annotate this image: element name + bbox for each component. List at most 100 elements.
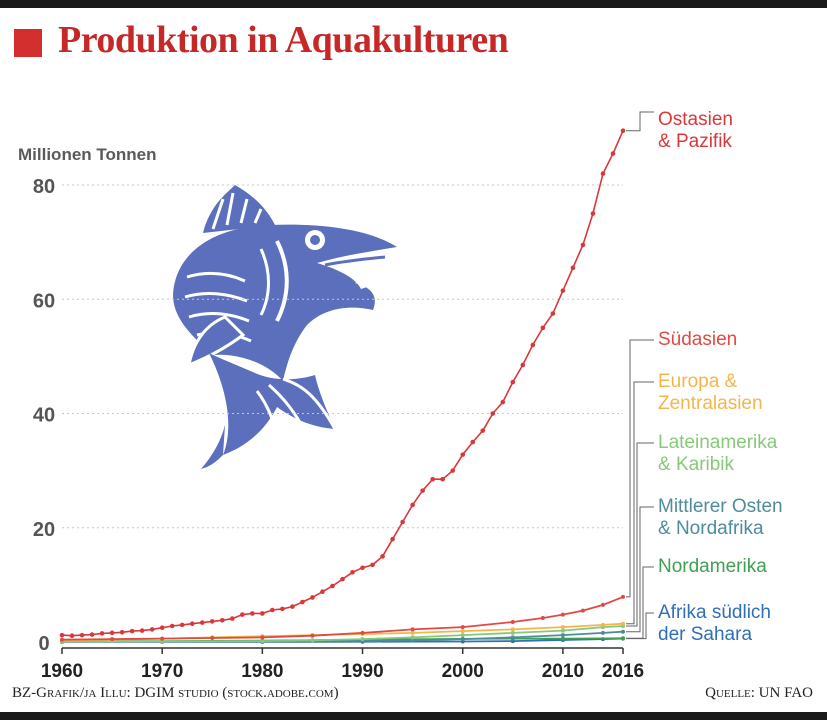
data-point-lateinamerika (510, 630, 515, 635)
data-point-ostasien (580, 242, 586, 248)
data-point-suedasien (580, 608, 585, 613)
data-point-ostasien (560, 288, 566, 293)
gridlines (62, 184, 623, 529)
data-point-ostasien (410, 502, 415, 508)
data-point-ostasien (380, 554, 385, 559)
title-square-marker (14, 29, 42, 57)
y-tick-label: 20 (33, 519, 55, 541)
data-point-lateinamerika (560, 628, 565, 633)
data-point-ostasien (310, 595, 315, 600)
legend-label-suedasien: Südasien (658, 329, 737, 350)
data-point-ostasien (59, 632, 65, 638)
data-point-ostasien (270, 607, 275, 613)
data-point-europa (510, 627, 515, 632)
data-point-ostasien (109, 630, 115, 636)
data-point-suedasien (110, 637, 115, 642)
data-point-suedasien (160, 636, 165, 641)
y-tick-label: 60 (33, 290, 55, 312)
x-tick-label: 2010 (542, 661, 584, 682)
data-point-lateinamerika (310, 638, 315, 643)
x-tick-label: 2016 (602, 661, 644, 682)
leader-line-ostasien (626, 111, 654, 132)
series-line-ostasien (61, 130, 624, 637)
series-line-suedasien (61, 596, 624, 641)
data-point-ostasien (219, 617, 225, 623)
data-point-ostasien (370, 562, 375, 568)
data-point-suedasien (540, 616, 545, 621)
data-point-europa (621, 621, 625, 626)
x-tick-label: 1990 (341, 661, 383, 682)
data-point-ostasien (330, 583, 335, 589)
data-point-ostasien (340, 576, 345, 582)
data-point-ostasien (620, 128, 626, 134)
data-point-suedasien (310, 633, 315, 638)
legend-label-mittlerer_osten: Mittlerer Osten (658, 496, 783, 517)
data-point-ostasien (189, 621, 195, 627)
series-label-ostasien: Ostasien& Pazifik (626, 109, 733, 152)
series-suedasien (60, 594, 625, 642)
data-point-ostasien (139, 628, 145, 633)
data-point-ostasien (490, 411, 496, 416)
data-point-ostasien (280, 606, 285, 612)
data-point-suedasien (560, 612, 565, 617)
y-tick-label: 80 (33, 176, 55, 198)
data-point-ostasien (129, 628, 135, 634)
data-point-ostasien (530, 342, 536, 348)
data-point-mittlerer_osten (510, 635, 515, 640)
data-point-nordamerika (621, 636, 625, 641)
fish-icon (173, 185, 397, 469)
top-rule (0, 0, 827, 8)
leader-line-mittlerer_osten (626, 506, 654, 633)
data-point-lateinamerika (360, 637, 365, 642)
data-point-ostasien (540, 325, 546, 331)
data-point-ostasien (510, 379, 516, 385)
y-tick-label: 40 (33, 405, 55, 427)
data-point-ostasien (300, 599, 305, 605)
data-point-ostasien (460, 452, 466, 457)
data-point-mittlerer_osten (410, 638, 415, 643)
data-point-ostasien (480, 428, 486, 433)
legend-label-nordamerika: Nordamerika (658, 556, 767, 577)
bottom-rule (0, 712, 827, 720)
data-point-ostasien (440, 476, 445, 482)
data-point-suedasien (360, 630, 365, 635)
chart-title: Produktion in Aquakulturen (58, 19, 509, 61)
data-point-ostasien (119, 629, 125, 635)
data-point-ostasien (600, 171, 606, 176)
data-point-lateinamerika (160, 639, 165, 644)
leader-line-suedasien (626, 339, 654, 598)
data-point-ostasien (99, 631, 105, 636)
legend-label-europa: Zentralasien (658, 393, 763, 414)
data-point-ostasien (69, 633, 75, 639)
data-point-mittlerer_osten (560, 633, 565, 638)
data-point-suedasien (460, 625, 465, 630)
data-point-europa (410, 630, 415, 635)
x-tick-label: 1980 (241, 661, 283, 682)
x-tick-label: 2000 (442, 661, 484, 682)
data-point-ostasien (320, 589, 325, 595)
data-point-ostasien (420, 488, 425, 493)
data-point-ostasien (500, 399, 506, 405)
legend-label-mittlerer_osten: & Nordafrika (658, 518, 764, 539)
data-point-ostasien (550, 311, 556, 316)
data-point-ostasien (89, 632, 95, 637)
data-point-lateinamerika (260, 639, 265, 644)
data-point-ostasien (350, 570, 355, 575)
data-point-ostasien (230, 616, 235, 621)
data-point-ostasien (209, 619, 215, 624)
data-point-ostasien (290, 604, 295, 609)
data-point-suedasien (210, 636, 215, 641)
legend-label-afrika: der Sahara (658, 624, 752, 645)
data-point-suedasien (260, 635, 265, 640)
series-label-europa: Europa &Zentralasien (626, 371, 763, 625)
legend-label-lateinamerika: & Karibik (658, 454, 735, 475)
data-point-suedasien (621, 594, 625, 599)
data-point-ostasien (199, 620, 205, 625)
data-point-ostasien (149, 627, 155, 632)
series-label-suedasien: Südasien (626, 329, 737, 598)
data-point-lateinamerika (460, 633, 465, 638)
data-point-nordamerika (560, 636, 565, 641)
x-tick-label: 1960 (41, 661, 83, 682)
